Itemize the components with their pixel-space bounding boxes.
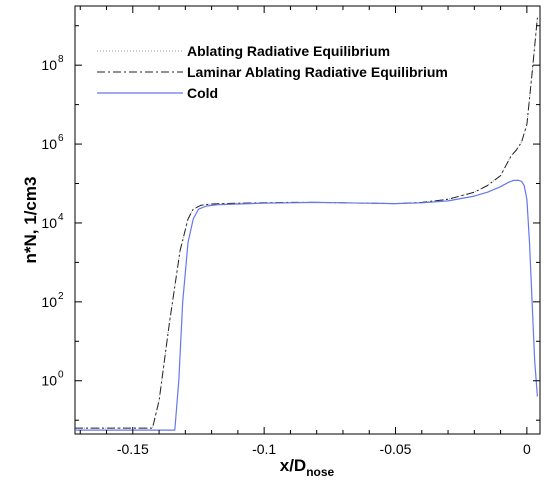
y-tick-label-exponent: 2 (58, 291, 64, 302)
legend-label-1: Ablating Radiative Equilibrium (187, 43, 390, 59)
y-tick-label: 10 (41, 294, 57, 310)
y-tick-label-exponent: 6 (58, 133, 64, 144)
plot-frame (74, 5, 541, 435)
y-tick-label: 10 (41, 215, 57, 231)
x-axis: -0.15 -0.1 -0.05 0 (79, 6, 531, 457)
y-tick-label: 10 (41, 136, 57, 152)
x-tick-label: -0.15 (117, 441, 149, 457)
y-tick-label: 10 (41, 57, 57, 73)
y-tick-label-exponent: 8 (58, 54, 64, 65)
legend-label-3: Cold (187, 85, 218, 101)
series-lines (75, 17, 538, 431)
y-tick-label-exponent: 4 (58, 212, 64, 223)
x-axis-title: x/Dnose (280, 456, 335, 479)
x-tick-label: 0 (523, 441, 531, 457)
x-tick-label: -0.05 (380, 441, 412, 457)
x-axis-title-main: x/D (280, 456, 306, 475)
y-axis-title: n*N, 1/cm3 (21, 177, 40, 264)
x-tick-label: -0.1 (252, 441, 276, 457)
series-line-3 (75, 179, 538, 431)
x-axis-title-subscript: nose (306, 465, 334, 479)
y-tick-label: 10 (41, 373, 57, 389)
legend: Ablating Radiative Equilibrium Laminar Ab… (97, 43, 448, 101)
y-tick-label-exponent: 0 (58, 370, 64, 381)
legend-label-2: Laminar Ablating Radiative Equilibrium (187, 64, 448, 80)
